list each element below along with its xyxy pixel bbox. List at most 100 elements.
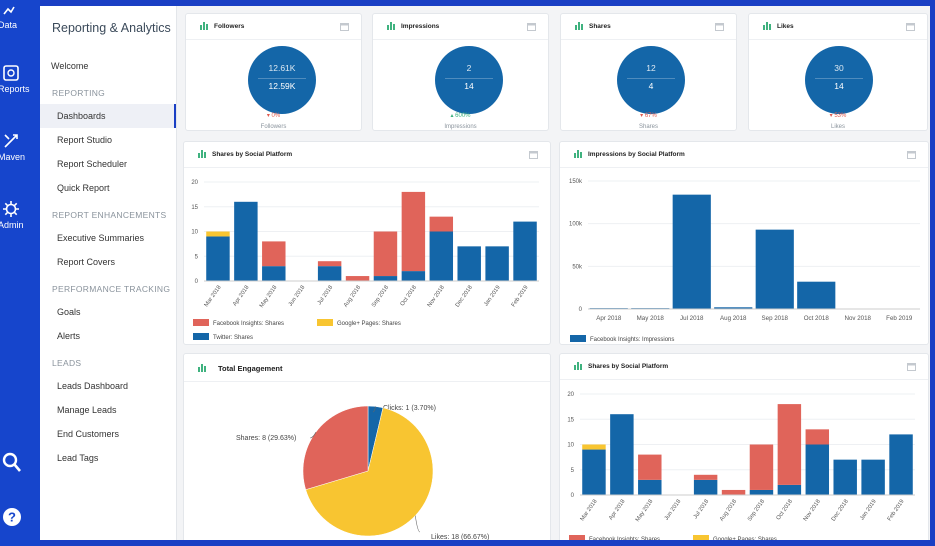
- bar-chart-icon: [575, 22, 583, 30]
- sidebar-item-report-covers[interactable]: Report Covers: [57, 257, 116, 267]
- legend-swatch: [193, 333, 209, 340]
- legend-swatch: [569, 535, 585, 540]
- stat-current: 12.61K: [268, 63, 296, 73]
- sidebar-item-welcome[interactable]: Welcome: [51, 61, 89, 71]
- calendar-icon[interactable]: [340, 22, 349, 31]
- shares-bar-chart-2: 0 5 10 15 20 Mar 2018 Apr 2018 May 2018 Jun 2018…: [567, 392, 915, 540]
- sidebar-item-lead-tags[interactable]: Lead Tags: [57, 453, 99, 463]
- chart-card-total-engagement: Total Engagement Clicks: 1 (3.70%) Likes:…: [183, 353, 551, 540]
- bar-segment: [345, 276, 370, 281]
- legend-swatch: [570, 335, 586, 342]
- x-tick-label: Aug 2018: [343, 285, 362, 309]
- x-tick-label: Mar 2018: [580, 499, 599, 523]
- stat-change: ▴ 600%: [450, 113, 471, 119]
- pie-label: Clicks: 1 (3.70%): [383, 405, 436, 412]
- calendar-icon[interactable]: [715, 22, 724, 31]
- x-tick-label: Feb 2019: [887, 499, 906, 523]
- rail-item-admin[interactable]: Admin: [0, 200, 40, 230]
- x-tick-label: Dec 2018: [831, 499, 850, 523]
- help-button[interactable]: ?: [0, 506, 40, 530]
- bar-segment: [485, 246, 509, 281]
- bar-segment: [401, 191, 426, 272]
- stat-circle: 12.61K 12.59K: [248, 46, 316, 114]
- search-button[interactable]: [0, 452, 40, 476]
- stat-card-shares: Shares 12 4 ▾ 67% Shares: [560, 13, 737, 131]
- stat-change-value: 0%: [271, 113, 281, 119]
- pie-leader-line: [372, 406, 376, 413]
- sidebar-item-leads-dashboard[interactable]: Leads Dashboard: [57, 381, 129, 391]
- pie-slice: [305, 407, 434, 537]
- stat-previous: 12.59K: [268, 81, 296, 91]
- y-tick-label: 20: [567, 392, 574, 398]
- stat-change-value: 67%: [644, 113, 657, 119]
- bar-segment: [805, 444, 830, 495]
- y-tick-label: 50k: [572, 264, 583, 270]
- help-icon: ?: [3, 508, 21, 526]
- reports-icon: [3, 65, 19, 81]
- bar-segment: [805, 429, 830, 445]
- sidebar-item-manage-leads[interactable]: Manage Leads: [57, 405, 117, 415]
- sidebar-item-dashboards[interactable]: Dashboards: [40, 104, 176, 128]
- calendar-icon[interactable]: [906, 22, 915, 31]
- rail-item-reports[interactable]: Reports: [0, 64, 40, 94]
- sidebar-item-report-studio[interactable]: Report Studio: [57, 135, 113, 145]
- rail-item-maven[interactable]: Maven: [0, 132, 40, 162]
- x-tick-label: Dec 2018: [455, 285, 474, 309]
- rail-item-data[interactable]: Data: [0, 4, 40, 30]
- calendar-icon[interactable]: [527, 22, 536, 31]
- calendar-icon[interactable]: [907, 150, 916, 159]
- stat-card-followers: Followers 12.61K 12.59K ▾ 0% Followers: [185, 13, 362, 131]
- sidebar-section-header: LEADS: [52, 358, 82, 368]
- x-tick-label: Jun 2018: [288, 285, 307, 308]
- card-title: Shares by Social Platform: [212, 151, 293, 158]
- stat-divider: [445, 78, 493, 79]
- sidebar-item-executive-summaries[interactable]: Executive Summaries: [57, 233, 145, 243]
- bar-segment: [693, 474, 718, 480]
- stat-circle: 12 4: [617, 46, 685, 114]
- bar-segment: [457, 246, 481, 281]
- card-header: Impressions by Social Platform: [560, 142, 928, 168]
- rail-item-label: Maven: [0, 152, 26, 162]
- sidebar-item-quick-report[interactable]: Quick Report: [57, 183, 110, 193]
- y-tick-label: 0: [571, 493, 575, 499]
- card-title: Shares: [589, 23, 611, 30]
- chart-card-shares-right: Shares by Social Platform 0 5 10 15 20 Mar 20…: [559, 353, 929, 540]
- stat-change: ▾ 0%: [266, 113, 281, 119]
- y-tick-label: 10: [191, 230, 198, 236]
- y-tick-label: 20: [191, 180, 198, 186]
- bar-chart-icon: [387, 22, 395, 30]
- bar-segment: [861, 459, 885, 495]
- svg-text:?: ?: [8, 510, 16, 525]
- x-tick-label: Jan 2019: [483, 285, 502, 308]
- x-tick-label: May 2018: [635, 499, 655, 523]
- sidebar-item-report-scheduler[interactable]: Report Scheduler: [57, 159, 128, 169]
- stat-previous: 14: [834, 81, 844, 91]
- card-header: Total Engagement: [184, 354, 550, 382]
- x-tick-label: Feb 2019: [886, 315, 913, 322]
- bar-segment: [262, 241, 286, 267]
- bar-chart-icon: [198, 364, 206, 372]
- bar-segment: [429, 231, 454, 281]
- stat-divider: [627, 78, 675, 79]
- sidebar-item-end-customers[interactable]: End Customers: [57, 429, 120, 439]
- bar-segment: [777, 484, 802, 495]
- bar-chart-icon: [574, 150, 582, 158]
- stat-change: ▾ 67%: [640, 113, 657, 119]
- legend-label: Facebook Insights: Shares: [589, 537, 660, 540]
- sidebar-item-alerts[interactable]: Alerts: [57, 331, 81, 341]
- sidebar-item-goals[interactable]: Goals: [57, 307, 81, 317]
- y-tick-label: 100k: [569, 222, 583, 228]
- x-tick-label: Jun 2018: [664, 499, 683, 522]
- x-tick-label: Aug 2018: [719, 499, 738, 523]
- x-tick-label: Jul 2018: [693, 499, 710, 520]
- calendar-icon[interactable]: [529, 150, 538, 159]
- stat-card-likes: Likes 30 14 ▾ 53% Likes: [748, 13, 928, 131]
- calendar-icon[interactable]: [907, 362, 916, 371]
- bar-segment: [797, 281, 836, 309]
- stat-current: 2: [466, 63, 472, 73]
- stat-circle: 2 14: [435, 46, 503, 114]
- y-tick-label: 15: [191, 205, 198, 211]
- card-title: Likes: [777, 23, 794, 30]
- bar-segment: [582, 444, 606, 450]
- y-tick-label: 5: [571, 468, 575, 474]
